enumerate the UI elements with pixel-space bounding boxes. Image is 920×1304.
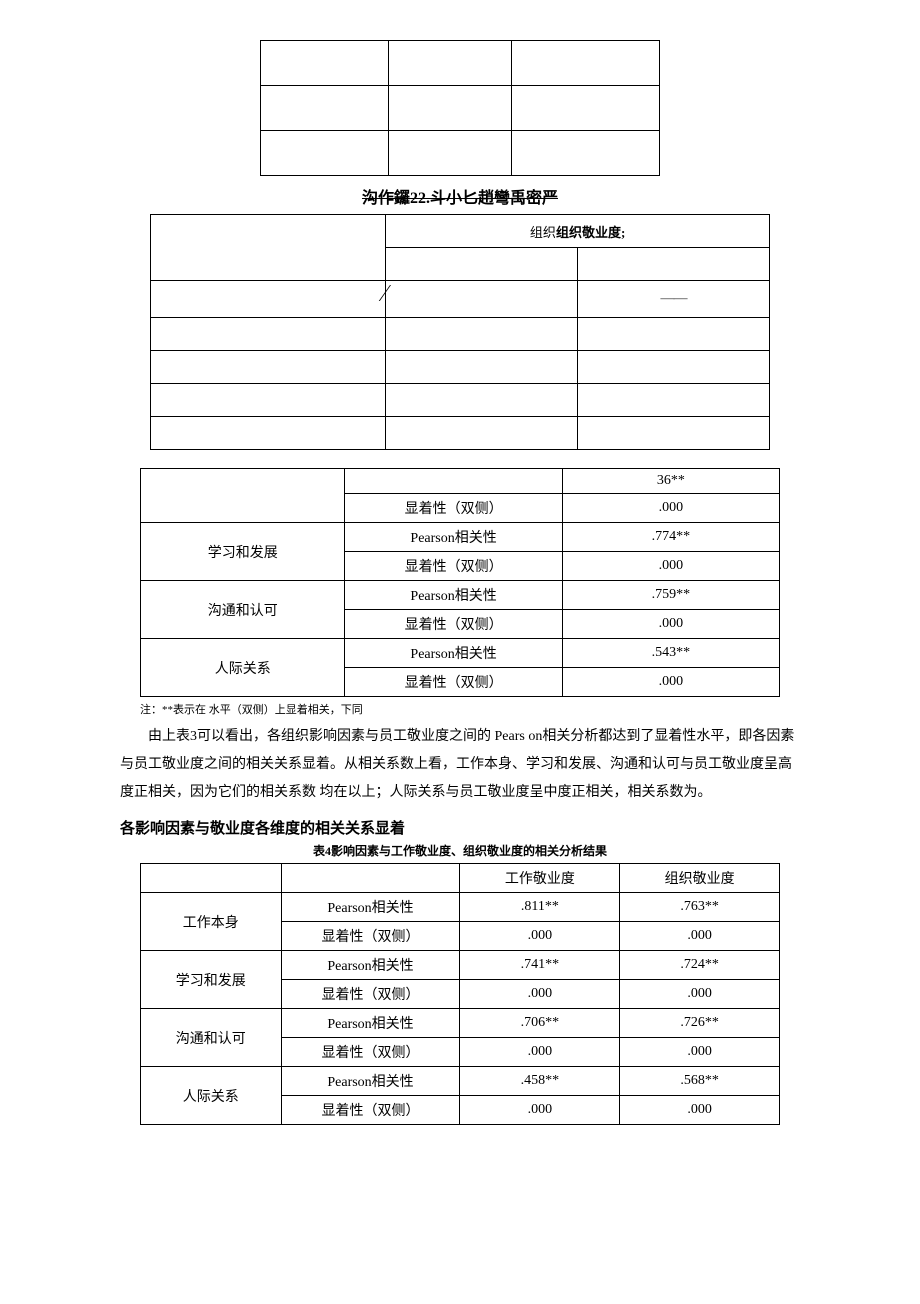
paragraph-1: 由上表3可以看出，各组织影响因素与员工敬业度之间的 Pears on相关分析都达… [120, 723, 800, 807]
strikethrough-title: 沟作鑼22.斗小匕趙彎禹密严 [60, 184, 860, 208]
table-2: 组织组织敬业度; —— [150, 214, 770, 450]
table-3: 36** 显着性（双侧） .000 学习和发展 Pearson相关性 .774*… [140, 468, 780, 697]
t3-f2: 沟通和认可 [141, 581, 345, 639]
t3-f1: 学习和发展 [141, 523, 345, 581]
section-heading: 各影响因素与敬业度各维度的相关关系显着 [120, 817, 800, 838]
t3-f3: 人际关系 [141, 639, 345, 697]
t3-r3-val: .543** [562, 639, 779, 668]
t3-r3-p: .000 [562, 668, 779, 697]
t3-r1-p: .000 [562, 552, 779, 581]
table-4: 工作敬业度 组织敬业度 工作本身 Pearson相关性 .811** .763*… [140, 863, 780, 1125]
table2-header: 组织组织敬业度; [530, 225, 625, 240]
t3-label-p: 显着性（双侧） [345, 494, 562, 523]
empty-table-1 [260, 40, 660, 176]
t3-r0-p: .000 [562, 494, 779, 523]
t3-r2-val: .759** [562, 581, 779, 610]
t3-r0-val: 36** [562, 469, 779, 494]
t3-label-r: Pearson相关性 [345, 523, 562, 552]
table3-note: 注：**表示在 水平（双侧）上显着相关，下同 [140, 701, 860, 717]
t4-f3: 人际关系 [141, 1067, 282, 1125]
table4-caption: 表4影响因素与工作敬业度、组织敬业度的相关分析结果 [60, 842, 860, 859]
t4-f2: 沟通和认可 [141, 1009, 282, 1067]
t4-f1: 学习和发展 [141, 951, 282, 1009]
t3-r2-p: .000 [562, 610, 779, 639]
t3-r1-val: .774** [562, 523, 779, 552]
t4-col2: 组织敬业度 [620, 864, 780, 893]
t4-col1: 工作敬业度 [460, 864, 620, 893]
t4-f0: 工作本身 [141, 893, 282, 951]
